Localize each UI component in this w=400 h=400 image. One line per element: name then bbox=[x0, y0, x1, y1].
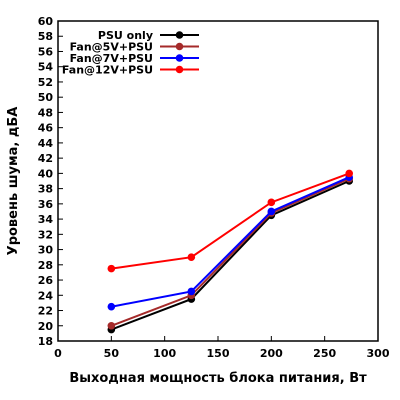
series-line bbox=[110, 177, 350, 327]
x-tick-label: 200 bbox=[260, 347, 283, 360]
x-tick-label: 250 bbox=[313, 347, 336, 360]
y-tick-label: 22 bbox=[38, 305, 53, 318]
series-line bbox=[110, 180, 350, 331]
data-point bbox=[187, 287, 196, 296]
data-point bbox=[267, 207, 276, 216]
x-tick-label: 0 bbox=[54, 347, 62, 360]
x-tick-label: 150 bbox=[207, 347, 230, 360]
data-point bbox=[267, 198, 276, 207]
y-axis-title: Уровень шума, дБА bbox=[6, 107, 21, 256]
y-tick-label: 42 bbox=[38, 152, 53, 165]
legend-marker bbox=[175, 65, 184, 74]
x-axis-ticks: 0 50 100 150 200 250 300 bbox=[54, 336, 390, 360]
y-tick-label: 18 bbox=[38, 335, 53, 348]
data-point bbox=[187, 253, 196, 261]
y-tick-label: 20 bbox=[38, 320, 54, 333]
y-tick-label: 28 bbox=[38, 259, 53, 272]
legend-label: Fan@7V+PSU bbox=[70, 52, 153, 65]
y-tick-label: 58 bbox=[38, 30, 53, 43]
legend-marker bbox=[175, 31, 184, 39]
data-series bbox=[107, 169, 354, 334]
legend-label: PSU only bbox=[98, 29, 153, 42]
legend-label: Fan@5V+PSU bbox=[70, 41, 153, 54]
data-point bbox=[107, 302, 116, 311]
y-tick-label: 48 bbox=[38, 106, 53, 119]
y-tick-label: 54 bbox=[38, 61, 54, 74]
legend-marker bbox=[175, 42, 184, 51]
y-tick-label: 38 bbox=[38, 183, 53, 196]
y-tick-label: 50 bbox=[38, 91, 54, 104]
x-tick-label: 50 bbox=[104, 347, 120, 360]
series-line bbox=[111, 172, 350, 270]
y-tick-label: 32 bbox=[38, 228, 53, 241]
data-point bbox=[107, 264, 116, 273]
y-tick-label: 60 bbox=[38, 15, 54, 28]
x-axis-title: Выходная мощность блока питания, Вт bbox=[69, 371, 367, 386]
y-tick-label: 34 bbox=[38, 213, 54, 226]
y-tick-label: 40 bbox=[38, 167, 54, 180]
y-tick-label: 56 bbox=[38, 45, 54, 58]
y-tick-label: 30 bbox=[38, 244, 54, 257]
y-tick-label: 46 bbox=[38, 122, 54, 135]
y-tick-label: 26 bbox=[38, 274, 54, 287]
x-tick-label: 100 bbox=[153, 347, 176, 360]
data-point bbox=[107, 321, 116, 330]
y-tick-label: 36 bbox=[38, 198, 54, 211]
data-point bbox=[345, 169, 354, 178]
series-line bbox=[111, 176, 350, 308]
x-tick-label: 300 bbox=[367, 347, 390, 360]
y-tick-label: 24 bbox=[38, 289, 54, 302]
legend-label: Fan@12V+PSU bbox=[62, 64, 153, 77]
y-tick-label: 44 bbox=[38, 137, 54, 150]
y-tick-label: 52 bbox=[38, 76, 53, 89]
legend-marker bbox=[175, 54, 184, 62]
y-axis-ticks: 18 20 22 24 26 28 30 32 34 36 38 40 42 44 46 48 50 52 54 56… bbox=[38, 15, 63, 348]
